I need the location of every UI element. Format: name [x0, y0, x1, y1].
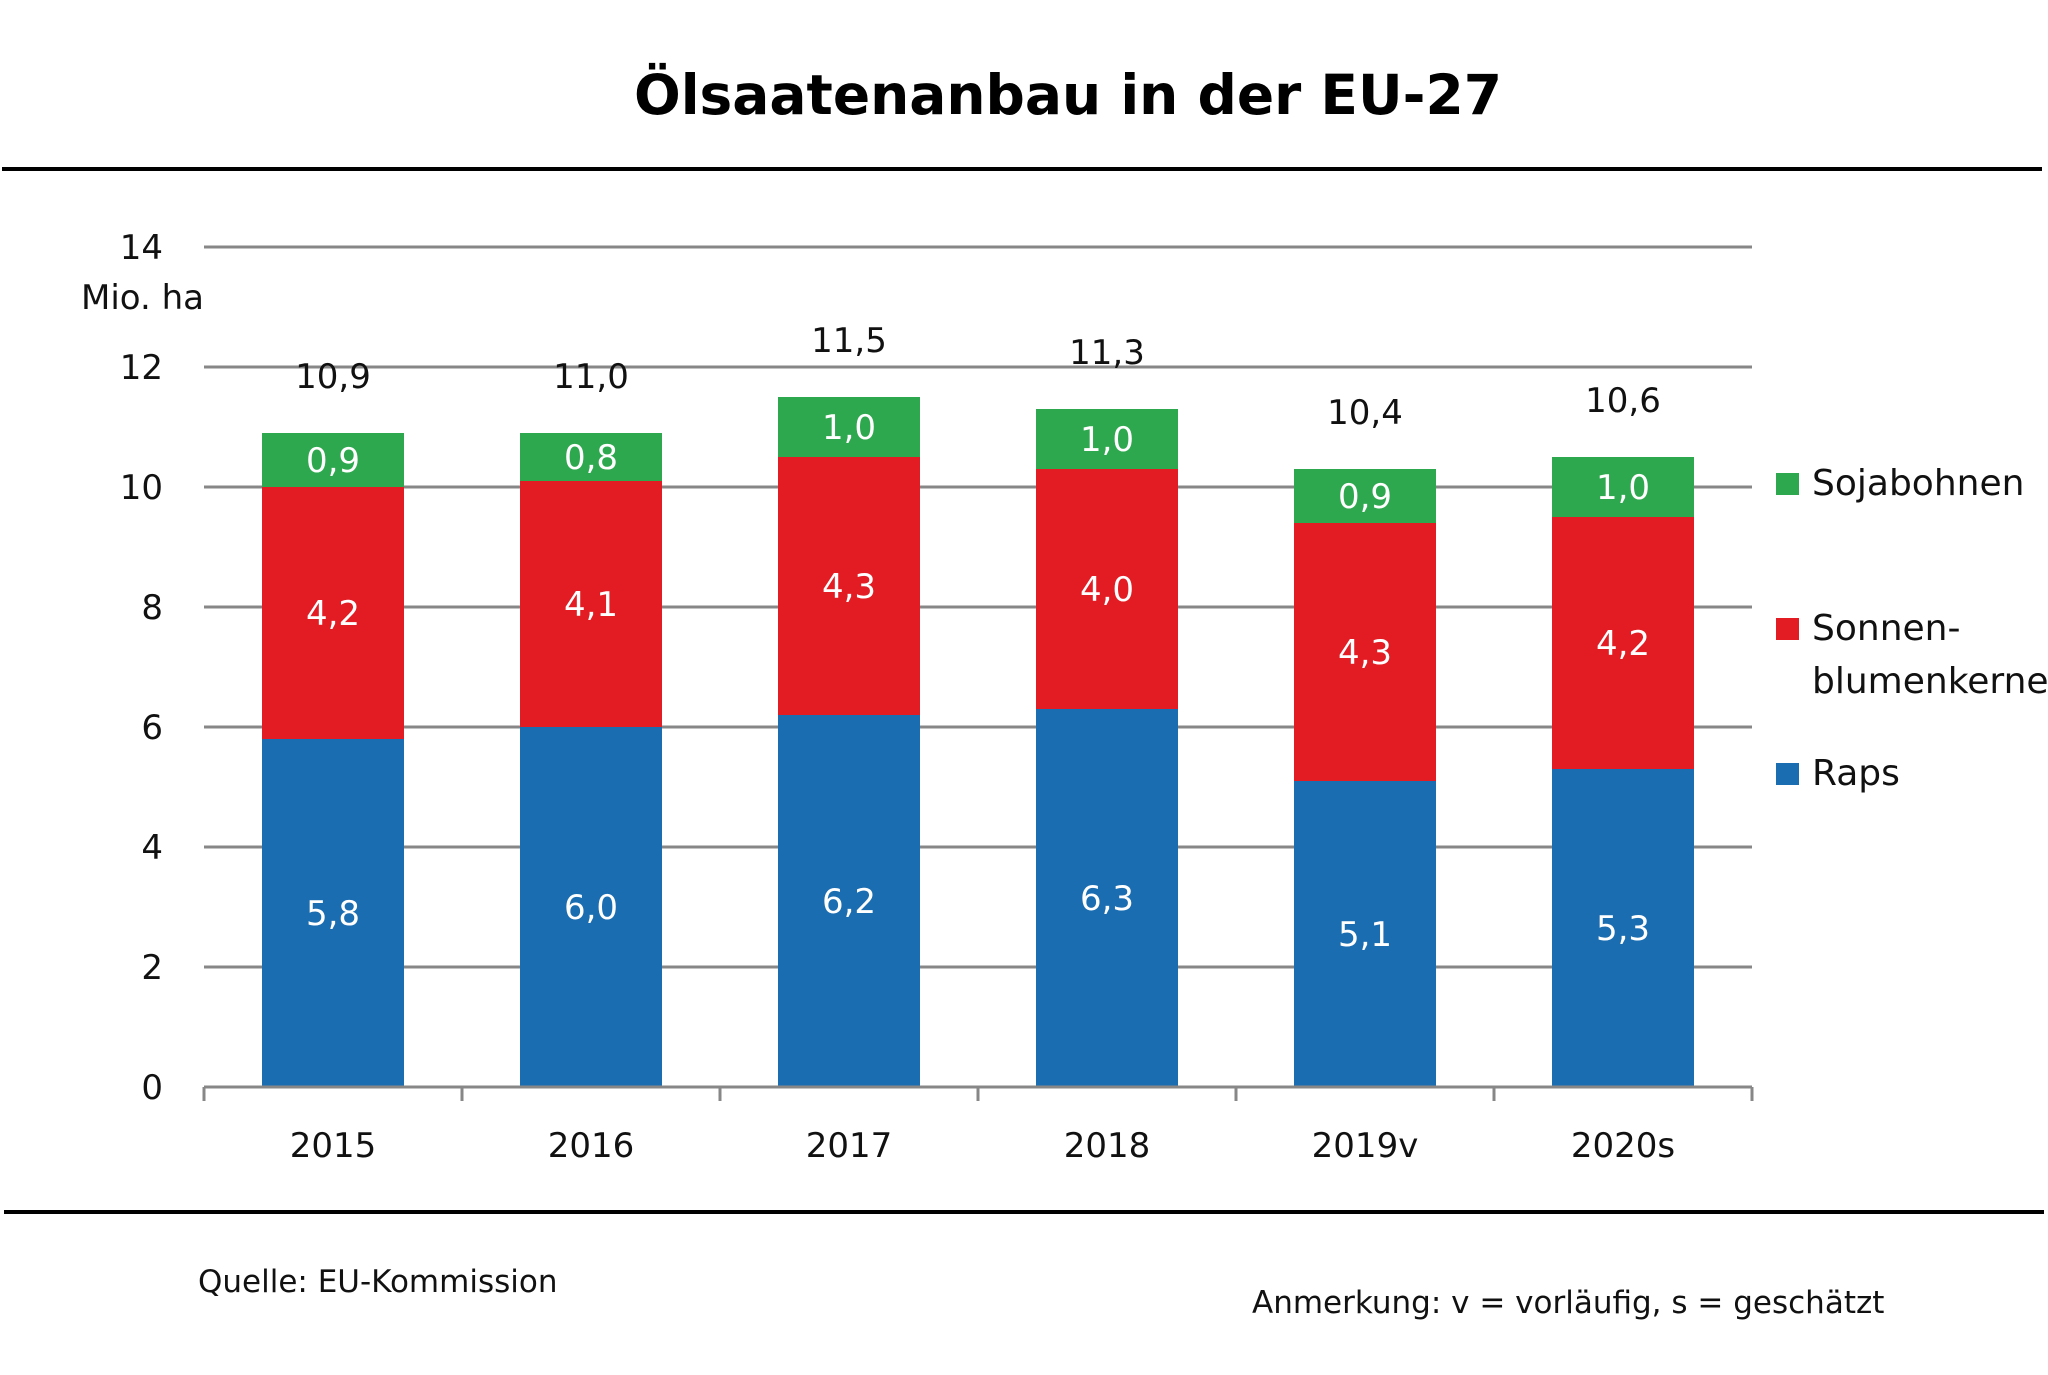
bar-segment-raps	[1294, 781, 1436, 1087]
segment-value-label: 4,1	[564, 585, 618, 625]
x-tick-label: 2020s	[1571, 1126, 1675, 1166]
segment-value-label: 5,1	[1338, 915, 1392, 955]
segment-value-label: 1,0	[1596, 468, 1650, 508]
legend-item-sonnenblumenkerne: Sonnen-blumenkerne	[1776, 608, 2048, 702]
segment-value-label: 1,0	[822, 408, 876, 448]
total-value-label: 10,9	[295, 357, 371, 397]
bar-segment-sojabohnen	[778, 397, 920, 457]
segment-value-label: 1,0	[1080, 420, 1134, 460]
bar-segment-sojabohnen	[520, 433, 662, 481]
bar-segment-sonnenblumenkerne	[778, 457, 920, 715]
total-value-label: 11,5	[811, 321, 887, 361]
legend-label: Sonnen-	[1812, 608, 1960, 649]
segment-value-label: 6,2	[822, 882, 876, 922]
segment-value-label: 5,3	[1596, 909, 1650, 949]
segment-value-label: 5,8	[306, 894, 360, 934]
bar-segment-sonnenblumenkerne	[1036, 469, 1178, 709]
bar-segment-raps	[1552, 769, 1694, 1087]
legend: Sojabohnen Sonnen-blumenkerne Raps	[1776, 463, 2048, 794]
legend-label: Raps	[1812, 753, 1900, 794]
legend-label: Sojabohnen	[1812, 463, 2024, 504]
legend-swatch	[1776, 618, 1799, 640]
segment-value-label: 6,3	[1080, 879, 1134, 919]
y-axis-labels: 0 2 4 6 8 10 12 14	[120, 228, 163, 1108]
total-value-label: 11,0	[553, 357, 629, 397]
bars: 5,8 4,2 0,9 6,0 4,1 0,8 6,2 4,3 1,0 6,3 4,0 1,0 5,1 4…	[262, 397, 1694, 1087]
bar-group-2016: 6,0 4,1 0,8	[520, 433, 662, 1087]
x-tick-label: 2016	[548, 1126, 635, 1166]
bar-group-2017: 6,2 4,3 1,0	[778, 397, 920, 1087]
segment-value-label: 0,8	[564, 438, 618, 478]
y-tick-label: 14	[120, 228, 163, 268]
total-value-label: 10,6	[1585, 381, 1661, 421]
segment-value-label: 4,2	[1596, 624, 1650, 664]
bar-segment-sojabohnen	[1036, 409, 1178, 469]
segment-value-label: 4,0	[1080, 570, 1134, 610]
legend-swatch	[1776, 473, 1799, 495]
chart-title: Ölsaatenanbau in der EU-27	[634, 63, 1502, 127]
y-tick-label: 12	[120, 348, 163, 388]
segment-value-label: 0,9	[1338, 477, 1392, 517]
bar-segment-sonnenblumenkerne	[520, 481, 662, 727]
y-tick-label: 4	[141, 828, 163, 868]
bar-segment-sonnenblumenkerne	[1294, 523, 1436, 781]
bar-group-2019v: 5,1 4,3 0,9	[1294, 469, 1436, 1087]
x-tick-label: 2017	[806, 1126, 893, 1166]
y-tick-label: 0	[141, 1068, 163, 1108]
footnote: Anmerkung: v = vorläufig, s = geschätzt	[1252, 1285, 1884, 1321]
bar-segment-sonnenblumenkerne	[1552, 517, 1694, 769]
legend-label: blumenkerne	[1812, 661, 2048, 702]
bar-segment-sojabohnen	[1294, 469, 1436, 523]
segment-value-label: 4,3	[822, 567, 876, 607]
segment-value-label: 0,9	[306, 441, 360, 481]
legend-item-raps: Raps	[1776, 753, 1900, 794]
bar-group-2015: 5,8 4,2 0,9	[262, 433, 404, 1087]
y-tick-label: 10	[120, 468, 163, 508]
total-labels: 10,9 11,0 11,5 11,3 10,4 10,6	[295, 321, 1661, 433]
bar-segment-raps	[778, 715, 920, 1087]
x-axis	[202, 1085, 1754, 1101]
bar-segment-sojabohnen	[262, 433, 404, 487]
x-tick-label: 2015	[290, 1126, 377, 1166]
y-tick-label: 2	[141, 948, 163, 988]
legend-swatch	[1776, 763, 1799, 785]
x-tick-label: 2018	[1064, 1126, 1151, 1166]
y-axis-unit-label: Mio. ha	[81, 278, 204, 318]
source-note: Quelle: EU-Kommission	[198, 1264, 557, 1300]
segment-value-label: 4,3	[1338, 633, 1392, 673]
legend-item-sojabohnen: Sojabohnen	[1776, 463, 2024, 504]
bar-group-2020s: 5,3 4,2 1,0	[1552, 457, 1694, 1087]
bar-segment-raps	[520, 727, 662, 1087]
segment-value-label: 4,2	[306, 594, 360, 634]
total-value-label: 11,3	[1069, 333, 1145, 373]
bar-segment-raps	[1036, 709, 1178, 1087]
y-tick-label: 6	[141, 708, 163, 748]
x-axis-labels: 2015 2016 2017 2018 2019v 2020s	[290, 1126, 1675, 1166]
bar-segment-sonnenblumenkerne	[262, 487, 404, 739]
bar-segment-sojabohnen	[1552, 457, 1694, 517]
bar-group-2018: 6,3 4,0 1,0	[1036, 409, 1178, 1087]
y-tick-label: 8	[141, 588, 163, 628]
segment-value-label: 6,0	[564, 888, 618, 928]
x-tick-label: 2019v	[1312, 1126, 1419, 1166]
total-value-label: 10,4	[1327, 393, 1403, 433]
bar-segment-raps	[262, 739, 404, 1087]
gridlines	[204, 245, 1752, 969]
